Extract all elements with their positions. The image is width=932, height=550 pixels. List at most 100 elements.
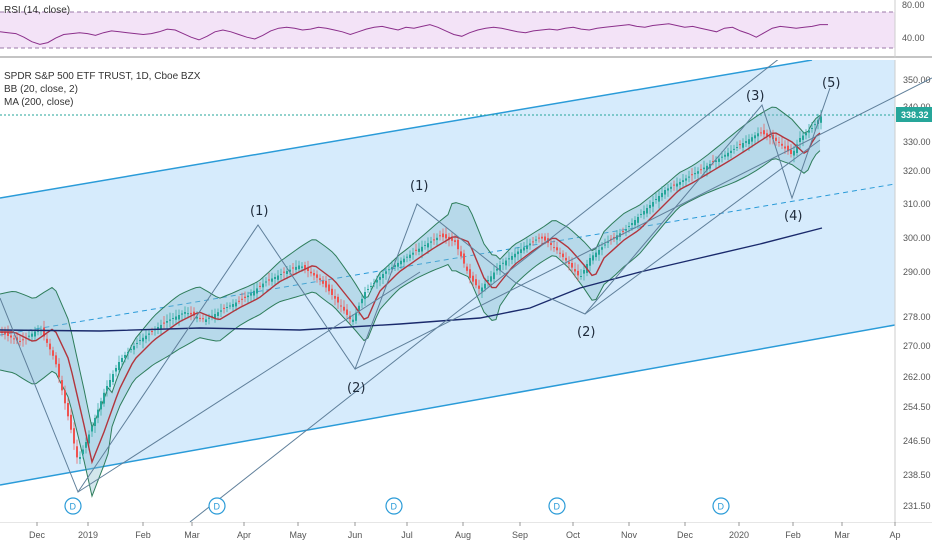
candle-body: [718, 158, 720, 162]
main-legend[interactable]: SPDR S&P 500 ETF TRUST, 1D, Cboe BZX BB …: [4, 70, 200, 109]
candle-body: [88, 434, 90, 444]
price-tick: 231.50: [903, 501, 931, 511]
symbol-legend[interactable]: SPDR S&P 500 ETF TRUST, 1D, Cboe BZX: [4, 71, 201, 82]
candle-body: [682, 180, 684, 182]
price-tick: 310.00: [903, 199, 931, 209]
candle-body: [286, 271, 288, 274]
candle-body: [28, 335, 30, 337]
candle-body: [523, 247, 525, 251]
candle-body: [127, 352, 129, 354]
bollinger-upper: [0, 106, 821, 430]
candle-body: [166, 321, 168, 323]
candle-body: [373, 283, 375, 284]
candle-body: [13, 338, 15, 340]
candle-body: [772, 134, 774, 140]
candle-body: [319, 278, 321, 280]
candle-body: [409, 254, 411, 258]
candle-body: [511, 256, 513, 260]
candle-body: [331, 288, 333, 295]
candle-body: [274, 277, 276, 279]
candle-body: [103, 392, 105, 404]
candle-body: [685, 178, 687, 181]
candle-body: [478, 285, 480, 289]
dividend-marker: [64, 497, 82, 515]
rsi-legend[interactable]: RSI (14, close): [4, 4, 70, 17]
candle-body: [106, 386, 108, 391]
candle-body: [55, 355, 57, 365]
candle-body: [463, 253, 465, 264]
candle-body: [268, 279, 270, 281]
candle-body: [379, 277, 381, 280]
rsi-band: [0, 12, 895, 48]
candle-body: [247, 295, 249, 298]
candle-body: [94, 418, 96, 426]
ma-legend[interactable]: MA (200, close): [4, 97, 74, 108]
candle-body: [451, 238, 453, 241]
candle-body: [469, 269, 471, 278]
candle-body: [277, 275, 279, 280]
time-axis-svg: Dec 2019 Feb Mar Apr May Jun Jul Aug Sep Oct Nov Dec…: [0, 522, 932, 540]
time-label: Mar: [184, 530, 200, 540]
trendline-1: [77, 271, 421, 493]
candle-body: [607, 241, 609, 243]
candle-body: [322, 281, 324, 284]
candle-body: [532, 241, 534, 243]
price-tick: 290.00: [903, 267, 931, 277]
candle-body: [394, 265, 396, 268]
candle-body: [421, 246, 423, 252]
candle-body: [670, 186, 672, 189]
candle-body: [169, 319, 171, 321]
dividend-marker: [208, 497, 226, 515]
candle-body: [364, 292, 366, 300]
candle-body: [415, 249, 417, 251]
candle-body: [571, 263, 573, 268]
candle-body: [502, 262, 504, 264]
dividend-marker: [712, 497, 730, 515]
candle-body: [514, 253, 516, 258]
candle-body: [325, 280, 327, 288]
candle-body: [130, 349, 132, 350]
candle-body: [241, 298, 243, 300]
candle-body: [199, 317, 201, 319]
candle-body: [592, 255, 594, 261]
candle-body: [172, 318, 174, 319]
candle-body: [703, 167, 705, 170]
candle-body: [361, 298, 363, 304]
elliott-wave-path: [0, 87, 831, 494]
time-axis[interactable]: Dec 2019 Feb Mar Apr May Jun Jul Aug Sep Oct Nov Dec…: [0, 522, 932, 550]
candle-body: [781, 143, 783, 146]
trendline-2: [354, 77, 932, 370]
candle-body: [472, 275, 474, 282]
candle-body: [115, 368, 117, 372]
candle-body: [193, 311, 195, 316]
candle-body: [481, 287, 483, 292]
last-price-label: 338.32: [901, 110, 929, 120]
time-label: Dec: [29, 530, 46, 540]
candle-body: [700, 169, 702, 171]
candle-body: [232, 304, 234, 307]
candle-body: [370, 286, 372, 287]
candle-body: [295, 266, 297, 270]
time-label: Feb: [135, 530, 151, 540]
price-tick: 350.00: [903, 75, 931, 85]
candle-body: [445, 234, 447, 239]
candle-body: [85, 442, 87, 448]
price-tick: 278.00: [903, 312, 931, 322]
time-label: Mar: [834, 530, 850, 540]
candle-body: [253, 290, 255, 296]
candle-body: [412, 252, 414, 255]
candle-body: [355, 312, 357, 321]
price-tick: 246.50: [903, 436, 931, 446]
candle-body: [439, 235, 441, 237]
candle-body: [484, 283, 486, 289]
rsi-pane[interactable]: 80.00 40.00 RSI (14, close): [0, 0, 932, 58]
candle-body: [271, 278, 273, 282]
price-tick: 300.00: [903, 233, 931, 243]
candle-body: [802, 135, 804, 140]
candle-body: [745, 141, 747, 143]
candle-body: [574, 269, 576, 272]
bb-legend[interactable]: BB (20, close, 2): [4, 84, 78, 95]
price-pane[interactable]: 350.00340.00330.00320.00310.00300.00290.…: [0, 60, 932, 522]
candle-body: [646, 208, 648, 214]
time-label: Dec: [677, 530, 694, 540]
